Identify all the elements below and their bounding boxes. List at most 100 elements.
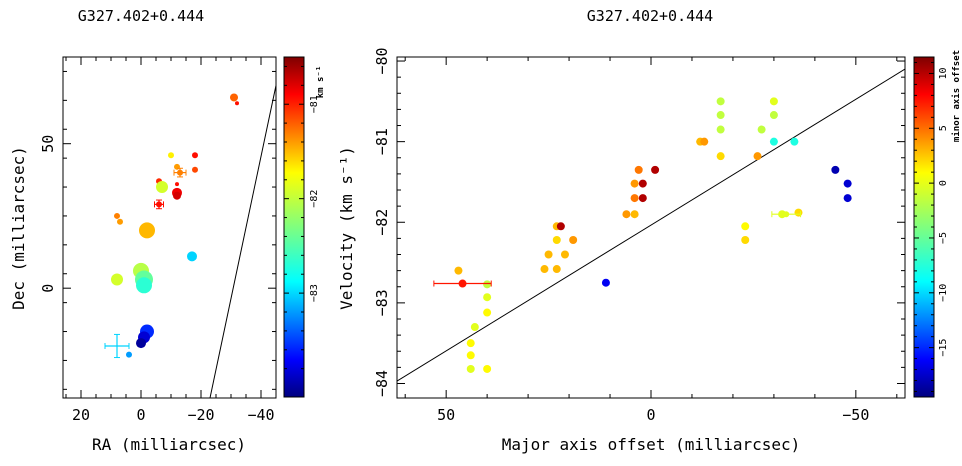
maser-spot (483, 308, 492, 317)
maser-spot (700, 137, 709, 146)
right-axis-ticks: 50 0 −50 −80 −81 −82 −83 −84 (373, 47, 905, 424)
x-tick-label: −50 (842, 406, 869, 424)
fit-line (209, 82, 276, 398)
velocity-colorbar (283, 56, 305, 398)
sky-position-plot: 20 0 −20 −40 0 50 RA (milliarcsec) Dec (milli… (9, 56, 326, 454)
y-tick-label: 50 (39, 135, 57, 153)
maser-spot (556, 222, 565, 231)
maser-spot (741, 222, 750, 231)
maser-spot (483, 364, 492, 373)
maser-spot (630, 194, 639, 203)
x-tick-label: 0 (646, 406, 655, 424)
maser-spot (156, 181, 168, 194)
maser-spot (174, 163, 180, 170)
x-tick-label: −40 (247, 406, 274, 424)
maser-spot (651, 165, 660, 174)
left-x-axis-label: RA (milliarcsec) (92, 435, 246, 454)
velocity-colorbar-ticks: −81 −82 −83 (284, 65, 320, 370)
maser-spot (716, 111, 725, 120)
maser-spot (716, 125, 725, 134)
left-plot-title: G327.402+0.444 (78, 7, 204, 25)
maser-spot (483, 293, 492, 302)
colorbar-tick-label: 0 (938, 180, 949, 186)
maser-spot (187, 251, 197, 262)
maser-spot (235, 101, 239, 106)
minor-axis-colorbar-ticks: 10 5 0 −5 −10 −15 (914, 61, 949, 393)
maser-spot (230, 93, 238, 102)
x-tick-label: 20 (72, 406, 90, 424)
maser-spot (136, 338, 146, 349)
right-x-axis-label: Major axis offset (milliarcsec) (502, 435, 801, 454)
y-tick-label: −84 (373, 370, 391, 397)
maser-spot (757, 125, 766, 134)
velocity-colorbar-label: km s⁻¹ (316, 66, 326, 99)
maser-spot (634, 165, 643, 174)
maser-spot (790, 137, 799, 146)
right-plot-title: G327.402+0.444 (587, 7, 713, 25)
colorbar-tick-label: 10 (938, 67, 949, 79)
maser-spot (638, 179, 647, 188)
minor-axis-colorbar-label: minor axis offset (951, 50, 962, 142)
maser-spot (716, 97, 725, 106)
fit-line (397, 68, 905, 382)
maser-spot (630, 179, 639, 188)
maser-spot (173, 191, 181, 200)
maser-spot (716, 152, 725, 161)
maser-spot (111, 273, 123, 286)
maser-spot (560, 250, 569, 259)
maser-spot (638, 194, 647, 203)
maser-spot (783, 211, 790, 218)
left-data-points (104, 93, 239, 359)
maser-spot (483, 280, 492, 289)
maser-spot (175, 182, 179, 187)
maser-spot (753, 152, 762, 161)
right-data-points (433, 97, 852, 373)
maser-spot (622, 210, 631, 219)
maser-spot (544, 250, 553, 259)
colorbar-tick-label: −10 (938, 284, 949, 302)
x-tick-label: 50 (437, 406, 455, 424)
maser-spot (769, 137, 778, 146)
colorbar-tick-label: −82 (309, 190, 320, 208)
maser-spot (843, 179, 852, 188)
x-tick-label: 0 (136, 406, 145, 424)
maser-spot (168, 152, 174, 159)
maser-spot (466, 364, 475, 373)
maser-spot (843, 194, 852, 203)
maser-spot (454, 266, 463, 275)
maser-spot (466, 339, 475, 348)
maser-spot (601, 278, 610, 287)
maser-spot (470, 323, 479, 332)
left-y-axis-label: Dec (milliarcsec) (9, 146, 28, 310)
maser-spot (192, 166, 198, 173)
maser-spot (139, 222, 155, 239)
maser-spot (466, 351, 475, 360)
right-plot-frame (396, 56, 906, 399)
maser-spot (769, 97, 778, 106)
right-fit-line (397, 68, 905, 382)
x-tick-label: −20 (187, 406, 214, 424)
maser-spot (458, 279, 467, 288)
maser-spot (769, 111, 778, 120)
left-fit-line (209, 82, 276, 398)
maser-spot (794, 208, 803, 217)
maser-spot (117, 218, 123, 225)
colorbar-tick-label: −15 (938, 339, 949, 357)
maser-spot (552, 265, 561, 274)
velocity-offset-plot: 50 0 −50−80−81−82−83−84 Major axis offset … (337, 47, 962, 454)
y-tick-label: −80 (373, 47, 391, 74)
colorbar-tick-label: −81 (309, 95, 320, 113)
maser-spot (540, 265, 549, 274)
maser-spot (136, 277, 152, 294)
maser-spot (114, 212, 120, 219)
colorbar-tick-label: −5 (938, 232, 949, 244)
maser-spot (741, 235, 750, 244)
maser-spot (552, 235, 561, 244)
right-y-axis-label: Velocity (km s⁻¹) (337, 146, 356, 310)
maser-spot (569, 235, 578, 244)
maser-spot (192, 152, 198, 159)
left-plot-frame (62, 56, 277, 399)
maser-spot (831, 165, 840, 174)
left-axis-ticks: 20 0 −20 −40 0 50 (39, 57, 277, 424)
